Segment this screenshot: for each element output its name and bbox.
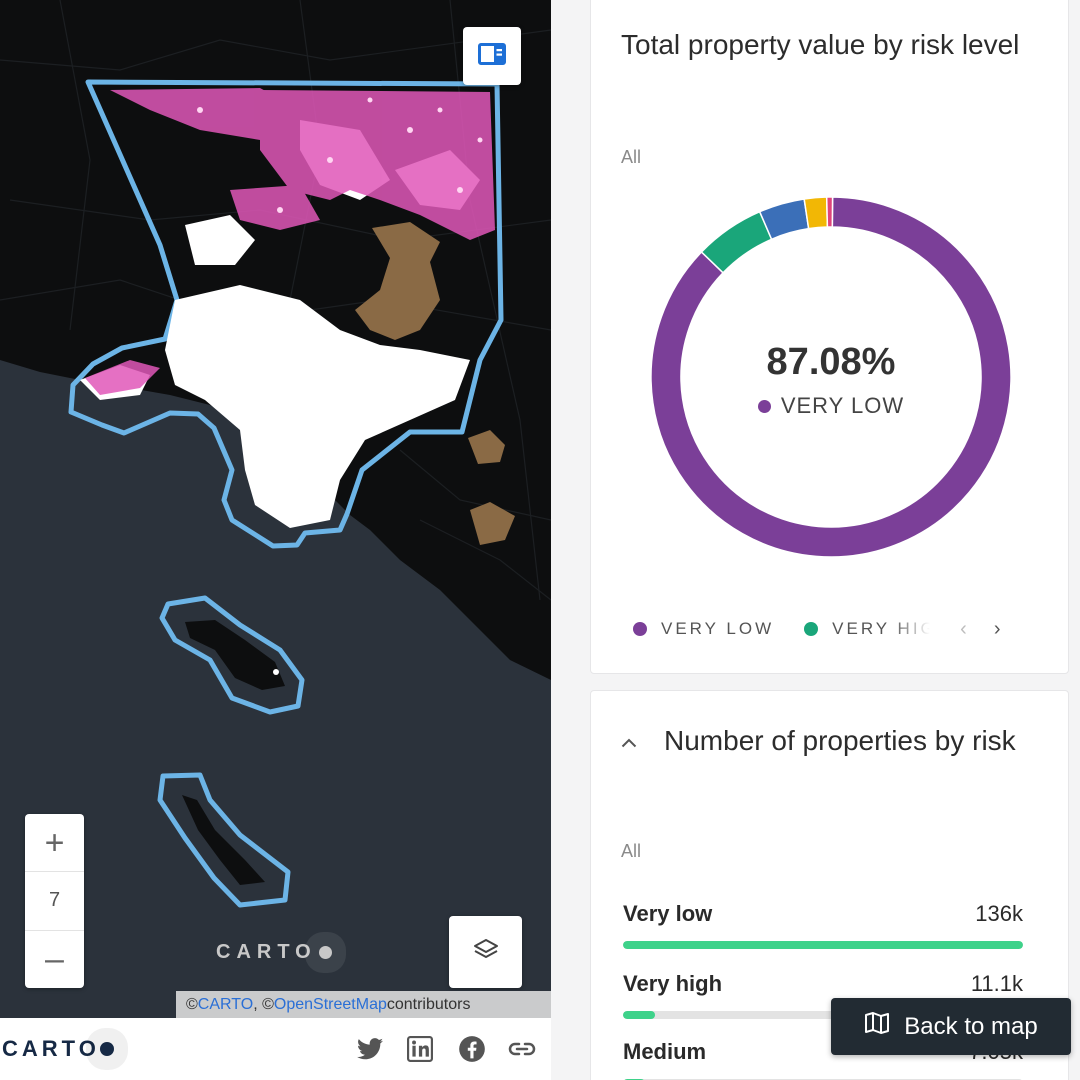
donut-slice-low[interactable] — [825, 196, 834, 228]
chart-legend: VERY LOW VERY HIGH ‹ › — [633, 617, 1053, 641]
filter-label[interactable]: All — [621, 147, 642, 167]
risk-value: 136k — [975, 901, 1023, 926]
risk-label: Very low — [623, 901, 713, 926]
donut-center-value: 87.08% — [766, 341, 896, 383]
donut-center-category: VERY LOW — [780, 393, 905, 418]
back-to-map-button[interactable]: Back to map — [831, 998, 1071, 1055]
carto-watermark-text: CARTO — [216, 940, 317, 963]
attribution-prefix: © — [186, 995, 198, 1013]
bar-track — [623, 1011, 1023, 1019]
map-canvas — [0, 0, 551, 908]
carto-link[interactable]: CARTO — [197, 995, 254, 1013]
carto-dot-icon — [318, 945, 332, 959]
panel-toggle-button[interactable] — [463, 27, 521, 85]
donut-center-label: VERY LOW — [731, 393, 931, 419]
side-panel[interactable]: Total property value by risk level All 8… — [551, 0, 1080, 1080]
back-to-map-label: Back to map — [904, 1012, 1038, 1040]
bar-fill — [623, 1011, 655, 1019]
zoom-level: 7 — [48, 889, 61, 912]
island-point — [273, 669, 279, 675]
very-low-dot — [757, 399, 771, 413]
zoom-control: + 7 – — [25, 814, 84, 988]
layers-icon — [472, 936, 500, 969]
carto-logo[interactable]: CARTO — [2, 1036, 114, 1062]
zoom-out-button[interactable]: – — [25, 929, 84, 988]
zoom-in-button[interactable]: + — [25, 814, 84, 871]
carto-logo-text: CARTO — [2, 1036, 100, 1061]
risk-row-very-high[interactable]: Very high 11.1k — [623, 971, 1023, 1019]
legend-clip: VERY HIGH — [804, 619, 930, 639]
legend-item-very-low[interactable]: VERY LOW — [633, 619, 774, 639]
county-boundary — [68, 79, 504, 549]
footer: CARTO — [0, 1018, 551, 1080]
layers-button[interactable] — [449, 916, 522, 988]
legend-dot — [633, 622, 647, 636]
minus-icon: – — [45, 940, 64, 979]
island-clemente-boundary — [157, 772, 291, 908]
risk-row-very-low[interactable]: Very low 136k — [623, 901, 1023, 949]
zoom-level-display: 7 — [25, 871, 84, 929]
plus-icon: + — [44, 823, 65, 862]
island-clemente — [182, 795, 265, 885]
bar-track — [623, 941, 1023, 949]
legend-prev-icon[interactable]: ‹ — [960, 617, 970, 640]
risk-label: Very high — [623, 971, 723, 996]
legend-dot — [804, 622, 819, 636]
property-value-card: Total property value by risk level All 8… — [590, 0, 1069, 674]
attribution-separator: , © — [253, 995, 274, 1013]
filter-label[interactable]: All — [621, 841, 642, 861]
protected-areas — [355, 222, 515, 545]
card-title: Total property value by risk level — [621, 29, 1020, 60]
legend-label: VERY HIGH — [832, 619, 930, 638]
bar-fill — [623, 941, 1023, 949]
density-clusters-pink — [85, 88, 495, 395]
attribution-suffix: contributors — [386, 995, 471, 1013]
carto-watermark: CARTO — [216, 937, 332, 967]
twitter-icon[interactable] — [356, 1035, 384, 1063]
donut-chart[interactable] — [651, 195, 1011, 559]
carto-logo-dot-icon — [99, 1042, 114, 1056]
map-attribution: © CARTO , © OpenStreetMap contributors — [176, 991, 551, 1018]
linkedin-icon[interactable] — [406, 1035, 434, 1063]
donut-slice-very-low[interactable] — [651, 196, 1011, 558]
link-icon[interactable] — [508, 1035, 536, 1063]
map-view[interactable]: + 7 – CARTO © CARTO , © OpenStreetMap co… — [0, 0, 551, 1018]
risk-label: Medium — [623, 1039, 707, 1064]
sidebar-toggle-icon — [478, 42, 506, 70]
card-title: Number of properties by risk — [664, 725, 1016, 756]
legend-item-very-high[interactable]: VERY HIGH — [804, 619, 930, 639]
facebook-icon[interactable] — [458, 1035, 486, 1063]
island-catalina — [185, 620, 285, 690]
map-icon — [864, 1011, 890, 1042]
legend-next-icon[interactable]: › — [993, 617, 1004, 640]
legend-label: VERY LOW — [661, 619, 775, 638]
risk-value: 11.1k — [970, 971, 1023, 996]
osm-link[interactable]: OpenStreetMap — [273, 995, 387, 1013]
donut-slice-medium[interactable] — [803, 196, 829, 230]
density-specks — [197, 97, 483, 213]
chevron-up-icon[interactable] — [621, 735, 637, 748]
island-catalina-boundary — [159, 595, 305, 715]
